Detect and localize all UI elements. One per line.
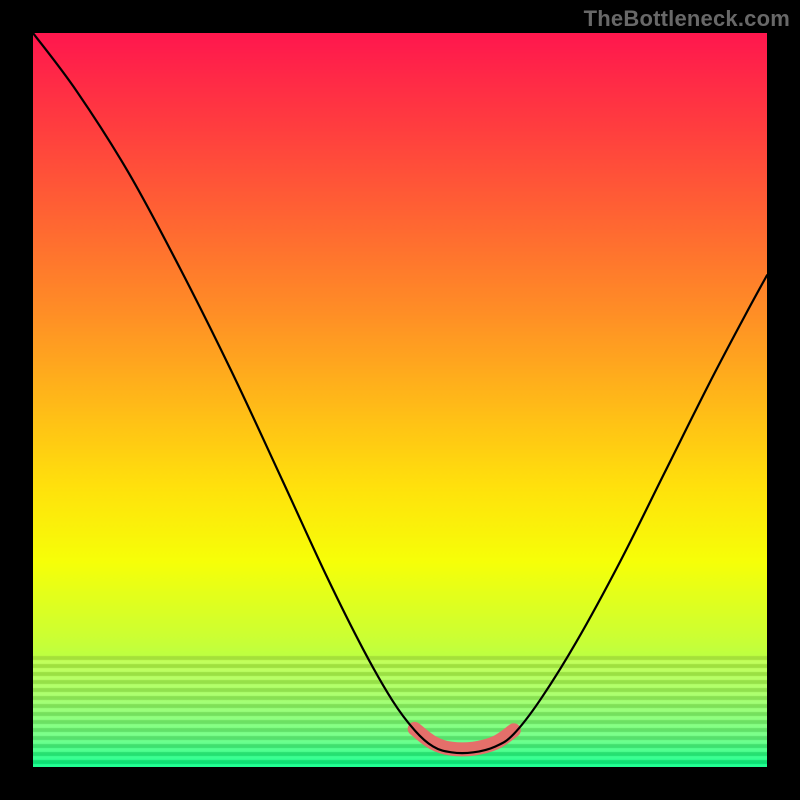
watermark-text: TheBottleneck.com [584,6,790,32]
plot-area [33,33,767,767]
chart-container: TheBottleneck.com [0,0,800,800]
bottleneck-curve [33,33,767,753]
curve-overlay [33,33,767,767]
highlight-segment [415,729,514,750]
